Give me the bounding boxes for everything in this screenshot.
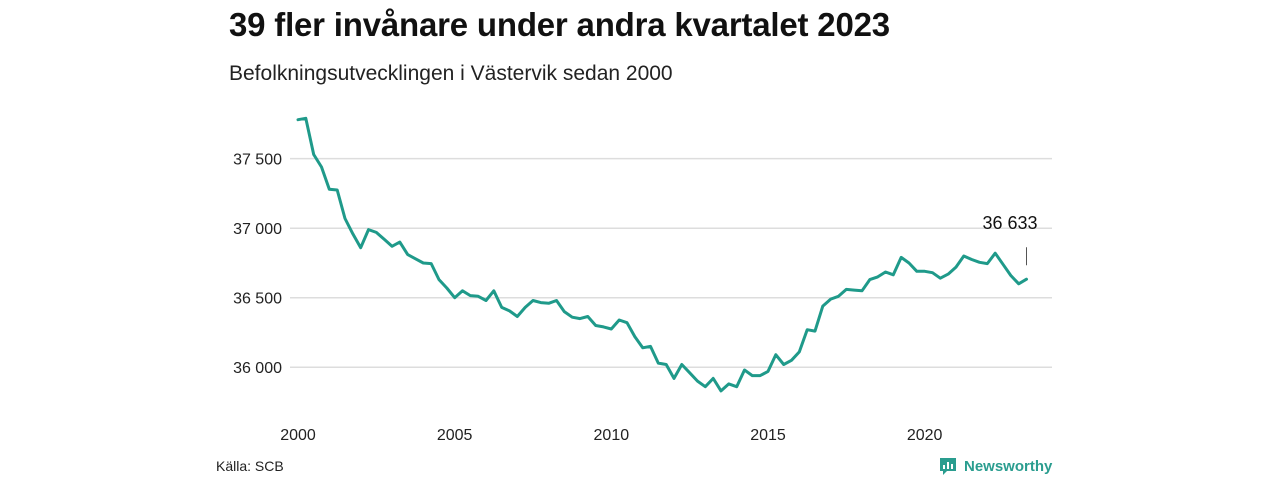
- chart-subtitle: Befolkningsutvecklingen i Västervik seda…: [229, 62, 673, 85]
- chart-title: 39 fler invånare under andra kvartalet 2…: [229, 6, 890, 43]
- x-tick-label: 2020: [907, 427, 943, 444]
- newsworthy-logo-icon: [940, 458, 956, 475]
- x-tick-label: 2010: [594, 427, 630, 444]
- x-tick-label: 2000: [280, 427, 316, 444]
- brand[interactable]: Newsworthy: [938, 456, 1052, 476]
- brand-name: Newsworthy: [964, 457, 1053, 475]
- y-tick-label: 36 000: [233, 360, 282, 377]
- y-tick-label: 37 000: [233, 221, 282, 238]
- x-tick-label: 2005: [437, 427, 473, 444]
- x-tick-label: 2015: [750, 427, 786, 444]
- annotation-label: 36 633: [982, 213, 1037, 233]
- series-line: [296, 116, 1028, 393]
- source-note: Källa: SCB: [216, 458, 284, 474]
- y-tick-label: 37 500: [233, 152, 282, 169]
- y-tick-label: 36 500: [233, 291, 282, 308]
